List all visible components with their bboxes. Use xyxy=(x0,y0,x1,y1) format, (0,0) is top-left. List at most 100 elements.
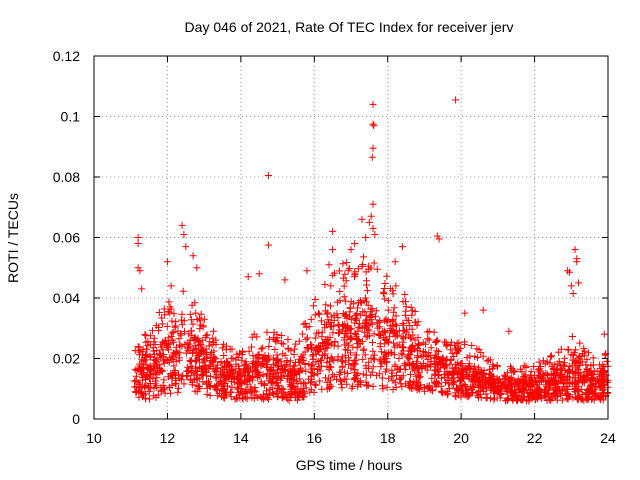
data-point xyxy=(285,371,293,379)
data-point xyxy=(535,366,542,374)
data-point xyxy=(432,338,440,346)
data-point xyxy=(220,394,228,402)
data-point xyxy=(178,310,186,318)
data-point xyxy=(324,335,332,343)
data-point xyxy=(473,376,481,384)
data-point xyxy=(248,393,256,401)
data-point xyxy=(428,374,436,382)
data-point xyxy=(351,273,358,281)
data-point xyxy=(409,341,417,349)
data-point xyxy=(479,306,487,314)
data-point xyxy=(206,382,214,390)
data-point xyxy=(356,377,364,385)
data-point xyxy=(553,390,561,398)
data-point xyxy=(185,340,193,348)
data-point xyxy=(307,315,315,323)
data-point xyxy=(391,258,399,266)
data-point xyxy=(170,362,178,370)
data-point xyxy=(531,377,539,385)
data-point xyxy=(441,373,449,381)
data-point xyxy=(515,386,523,394)
data-point xyxy=(372,372,380,380)
data-point xyxy=(178,376,186,384)
data-point xyxy=(295,358,303,366)
data-point xyxy=(271,379,279,387)
y-tick-label: 0.12 xyxy=(53,48,80,64)
data-point xyxy=(192,309,200,317)
data-point xyxy=(534,390,542,398)
data-point xyxy=(152,322,160,330)
data-point xyxy=(371,351,379,359)
y-tick-label: 0.08 xyxy=(53,169,80,185)
data-point xyxy=(568,361,576,369)
data-point xyxy=(504,385,511,393)
data-point xyxy=(386,332,393,340)
data-point xyxy=(224,358,231,366)
data-point xyxy=(150,369,158,377)
data-point xyxy=(302,335,310,343)
data-point xyxy=(435,367,443,375)
data-point xyxy=(342,375,350,383)
data-point xyxy=(132,388,140,396)
y-tick-label: 0.1 xyxy=(61,109,81,125)
data-point xyxy=(231,395,239,403)
data-point xyxy=(471,378,479,386)
data-point xyxy=(564,345,572,353)
data-point xyxy=(433,232,441,240)
data-point xyxy=(505,327,513,335)
data-point xyxy=(310,302,317,310)
data-point xyxy=(564,267,572,275)
x-tick-label: 18 xyxy=(380,430,396,446)
data-point xyxy=(165,298,173,306)
data-point xyxy=(433,336,441,344)
data-point xyxy=(142,338,150,346)
data-point xyxy=(574,395,582,403)
data-point xyxy=(407,335,415,343)
data-point xyxy=(381,340,389,348)
data-point xyxy=(199,323,207,331)
data-point xyxy=(370,122,378,130)
data-point xyxy=(315,348,322,355)
data-point xyxy=(574,377,582,385)
data-point xyxy=(365,327,373,335)
x-tick-label: 10 xyxy=(86,430,102,446)
data-point xyxy=(476,382,484,390)
data-point xyxy=(416,373,424,381)
data-point xyxy=(369,224,377,232)
data-point xyxy=(265,377,273,385)
data-point xyxy=(468,385,476,393)
data-point xyxy=(561,374,569,382)
data-point xyxy=(389,386,397,393)
data-point xyxy=(593,367,601,375)
data-point xyxy=(296,375,304,383)
chart-title: Day 046 of 2021, Rate Of TEC Index for r… xyxy=(185,19,514,35)
x-tick-label: 16 xyxy=(306,430,322,446)
data-point xyxy=(249,352,257,360)
data-point xyxy=(350,375,358,383)
data-point xyxy=(423,382,431,390)
data-point xyxy=(432,353,440,361)
data-point xyxy=(359,355,367,363)
data-point xyxy=(539,357,547,365)
data-point xyxy=(457,360,465,368)
data-point xyxy=(338,384,346,392)
data-point xyxy=(172,343,180,351)
data-point xyxy=(269,390,277,398)
data-point xyxy=(393,322,400,330)
data-point xyxy=(153,346,161,354)
data-point xyxy=(334,314,342,322)
data-point xyxy=(398,243,406,251)
data-point xyxy=(550,391,558,399)
data-point xyxy=(414,365,422,373)
data-point xyxy=(468,342,476,349)
data-point xyxy=(326,358,333,366)
data-point xyxy=(132,377,140,384)
data-point xyxy=(397,349,405,357)
data-point xyxy=(166,309,174,317)
data-point xyxy=(598,386,606,394)
data-point xyxy=(589,354,597,362)
data-point xyxy=(338,363,346,371)
data-point xyxy=(223,373,231,381)
data-point xyxy=(347,349,355,357)
data-point xyxy=(195,352,203,360)
